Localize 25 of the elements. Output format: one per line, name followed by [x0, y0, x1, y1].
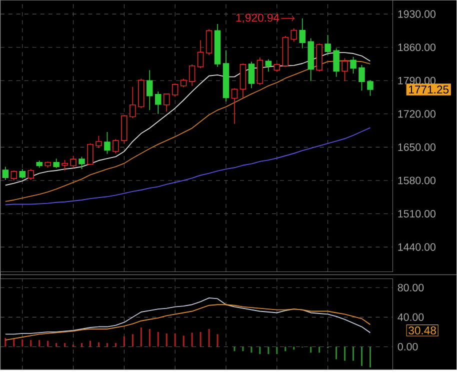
y-tick-label: 80.00 [398, 284, 424, 292]
candlestick [155, 91, 162, 114]
y-tick-label: 40.00 [398, 314, 424, 322]
candlestick [222, 50, 230, 102]
y-tick-label: 1650.00 [398, 144, 436, 152]
candlestick [248, 61, 255, 89]
candlestick [299, 18, 306, 49]
text: 30.48 [408, 326, 436, 335]
candlestick [265, 58, 272, 72]
candlestick [197, 40, 204, 69]
text: 1771.25 [409, 86, 449, 94]
y-tick-label: 0.00 [398, 343, 418, 351]
candlestick [231, 88, 238, 124]
candlestick [2, 166, 9, 181]
annotation: 1,920.94 [236, 14, 280, 24]
y-tick-label: 1930.00 [398, 10, 436, 18]
candlestick [214, 24, 221, 68]
y-tick-label: 1580.00 [398, 176, 436, 184]
y-tick-label: 1440.00 [398, 243, 436, 251]
y-tick-label: 1720.00 [398, 110, 436, 118]
candlestick [146, 70, 153, 111]
y-tick-label: 1510.00 [398, 210, 436, 218]
y-tick-label: 1790.00 [398, 76, 436, 85]
candlestick [290, 28, 297, 42]
y-tick-label: 1860.00 [398, 44, 436, 52]
